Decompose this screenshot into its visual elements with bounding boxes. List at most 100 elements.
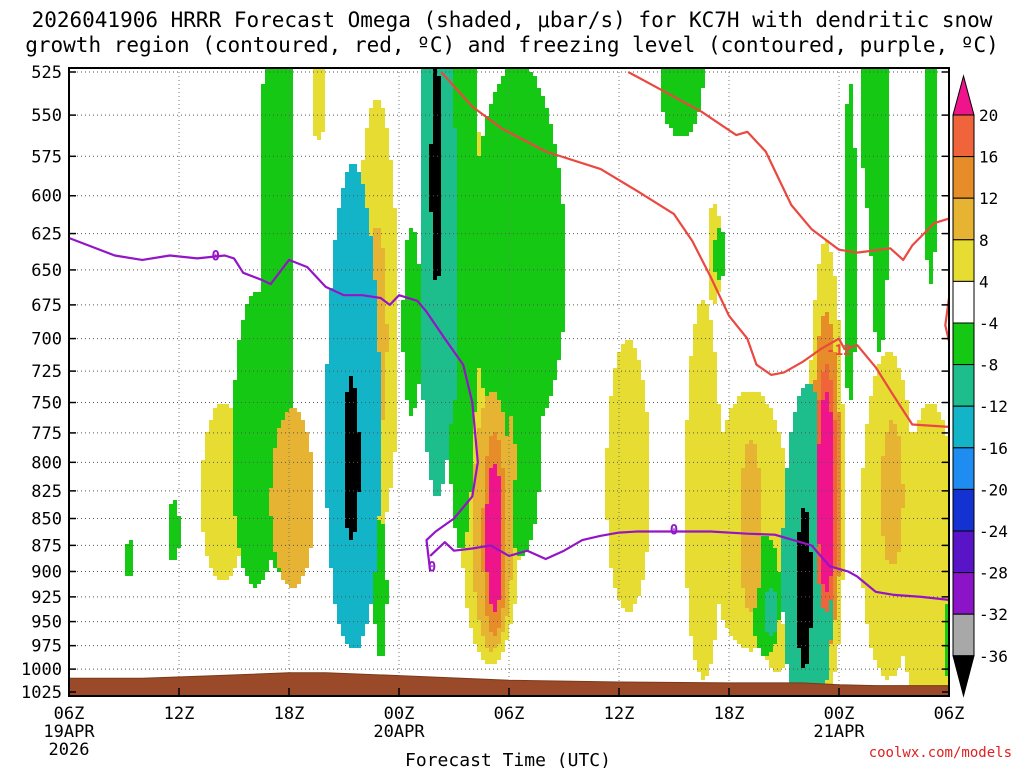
omega-cell (925, 248, 937, 252)
omega-cell (817, 524, 833, 528)
omega-cell (849, 396, 853, 400)
omega-cell (785, 656, 801, 660)
omega-cell (693, 340, 713, 344)
colorbar-label: 16 (979, 148, 998, 167)
omega-cell (833, 456, 837, 460)
omega-cell (869, 252, 889, 256)
omega-cell (817, 440, 821, 444)
omega-cell (837, 544, 841, 548)
omega-cell (501, 452, 517, 456)
omega-cell (841, 544, 845, 548)
omega-cell (877, 364, 897, 368)
omega-cell (233, 428, 277, 432)
omega-cell (421, 376, 457, 380)
omega-cell (421, 388, 457, 392)
omega-cell (477, 456, 485, 460)
omega-cell (473, 460, 477, 464)
omega-cell (485, 540, 501, 544)
omega-cell (277, 428, 305, 432)
omega-cell (261, 164, 293, 168)
omega-cell (377, 640, 385, 644)
omega-cell (425, 448, 449, 452)
omega-cell (837, 596, 841, 600)
omega-cell (905, 664, 945, 668)
omega-cell (261, 180, 293, 184)
omega-cell (885, 544, 901, 548)
omega-cell (829, 652, 837, 656)
omega-cell (873, 376, 901, 380)
omega-cell (781, 584, 797, 588)
omega-cell (329, 540, 377, 544)
y-tick-label: 775 (31, 424, 62, 444)
omega-cell (605, 504, 649, 508)
omega-cell (457, 196, 561, 200)
omega-cell (501, 484, 505, 488)
omega-cell (625, 340, 633, 344)
omega-cell (253, 292, 293, 296)
omega-cell (837, 604, 841, 608)
omega-cell (377, 340, 389, 344)
omega-cell (485, 456, 501, 460)
omega-cell (609, 424, 649, 428)
omega-cell (473, 512, 481, 516)
omega-cell (505, 412, 545, 416)
omega-cell (817, 532, 833, 536)
omega-cell (361, 464, 381, 468)
omega-cell (345, 468, 361, 472)
omega-cell (361, 456, 381, 460)
omega-cell (421, 176, 429, 180)
omega-cell (421, 284, 457, 288)
omega-cell (833, 444, 837, 448)
omega-cell (381, 504, 389, 508)
omega-cell (369, 228, 373, 232)
omega-cell (609, 444, 649, 448)
omega-cell (385, 636, 397, 640)
omega-cell (421, 96, 433, 100)
omega-cell (605, 476, 649, 480)
omega-cell (761, 552, 777, 556)
omega-cell (841, 464, 845, 468)
omega-cell (689, 364, 717, 368)
omega-cell (477, 452, 489, 456)
omega-cell (349, 168, 357, 172)
colorbar-swatch (952, 613, 975, 657)
omega-cell (729, 632, 753, 636)
omega-cell (345, 408, 357, 412)
omega-cell (833, 576, 837, 580)
omega-cell (885, 444, 901, 448)
omega-cell (333, 276, 373, 280)
omega-cell (817, 468, 833, 472)
omega-cell (477, 616, 489, 620)
omega-cell (269, 508, 313, 512)
omega-cell (701, 672, 709, 676)
omega-cell (457, 268, 565, 272)
omega-cell (845, 216, 857, 220)
omega-cell (925, 252, 933, 256)
omega-cell (377, 552, 385, 556)
omega-cell (781, 544, 797, 548)
omega-cell (861, 500, 881, 504)
omega-cell (329, 320, 377, 324)
omega-cell (501, 448, 517, 452)
omega-cell (837, 556, 841, 560)
omega-cell (457, 364, 557, 368)
omega-cell (797, 640, 809, 644)
omega-cell (829, 576, 833, 580)
omega-cell (817, 540, 833, 544)
omega-cell (685, 448, 745, 452)
omega-cell (713, 264, 725, 268)
y-axis: 5255505756006256506757007257507758008258… (21, 63, 949, 703)
omega-cell (869, 228, 889, 232)
omega-cell (345, 452, 361, 456)
omega-cell (441, 176, 457, 180)
omega-cell (485, 552, 501, 556)
omega-cell (689, 596, 745, 600)
omega-cell (745, 588, 757, 592)
omega-cell (837, 360, 841, 364)
omega-cell (877, 344, 881, 348)
omega-cell (325, 496, 345, 500)
omega-cell (205, 432, 233, 436)
omega-cell (433, 256, 441, 260)
omega-cell (377, 648, 385, 652)
